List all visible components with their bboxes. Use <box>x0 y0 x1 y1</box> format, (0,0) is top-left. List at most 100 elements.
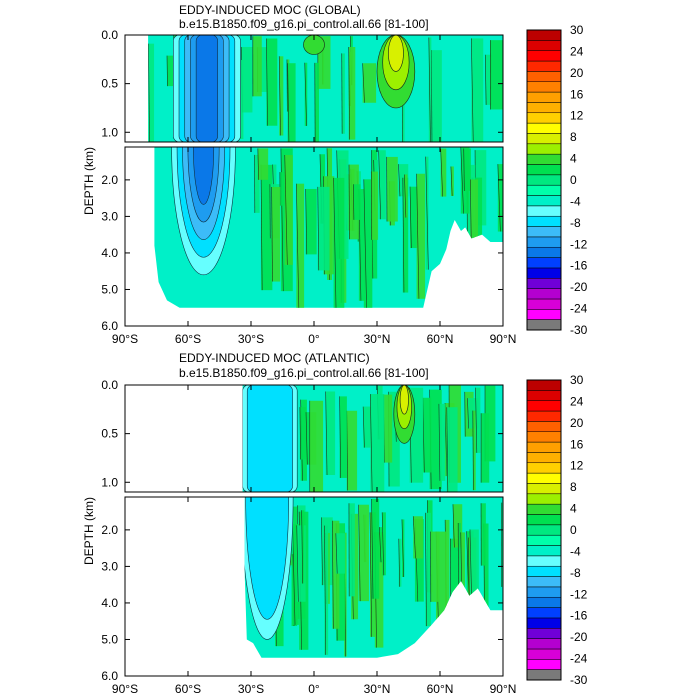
colorbar-label: -8 <box>570 566 581 580</box>
field-streak <box>257 148 269 180</box>
field-streak <box>341 53 345 134</box>
field-streak <box>483 523 489 608</box>
colorbar-swatch <box>526 524 562 536</box>
contour-line <box>260 164 263 291</box>
field-streak <box>332 520 340 629</box>
colorbar-label: 12 <box>570 459 584 473</box>
contour-line <box>398 164 401 197</box>
field-streak <box>460 532 466 629</box>
field-streak <box>346 410 358 491</box>
colorbar-swatch <box>526 50 562 62</box>
field-streak <box>324 525 329 655</box>
contour-line <box>475 387 478 453</box>
field-streak <box>309 400 324 492</box>
colorbar-swatch <box>526 298 562 310</box>
positive-cell-level <box>399 385 409 415</box>
contour-line <box>348 46 350 140</box>
field-streak <box>445 519 450 628</box>
y-tick-label: 3.0 <box>101 559 118 573</box>
negative-cell-level <box>195 35 218 142</box>
colorbar-swatch <box>526 112 562 124</box>
colorbar-label: -16 <box>570 609 588 623</box>
contour-line <box>305 412 308 465</box>
contour-line <box>335 533 338 574</box>
colorbar-swatch <box>526 309 562 320</box>
colorbar-swatch <box>526 586 562 598</box>
contour-line <box>467 398 469 429</box>
colorbar-swatch <box>526 319 562 331</box>
y-axis-label-atlantic: DEPTH (km) <box>82 497 96 565</box>
colorbar-label: 30 <box>570 373 584 387</box>
y-tick-label: 0.0 <box>101 28 118 42</box>
x-tick-label: 60°S <box>175 332 201 346</box>
colorbar-swatch <box>526 607 562 619</box>
contour-line <box>333 177 337 308</box>
contour-line <box>148 43 150 142</box>
contour-line <box>301 510 304 584</box>
contour-line <box>428 37 431 142</box>
field-streak <box>450 538 458 604</box>
colorbar-label: 4 <box>570 502 577 516</box>
x-tick-label: 60°N <box>427 682 454 696</box>
y-tick-label: 6.0 <box>101 669 118 683</box>
field-streak <box>398 538 402 587</box>
contour-line <box>257 148 259 180</box>
positive-cell-level <box>303 35 325 55</box>
colorbar-label: -24 <box>570 302 588 316</box>
field-streak <box>470 179 478 286</box>
y-tick-label: 5.0 <box>101 282 118 296</box>
colorbar-label: 8 <box>570 480 577 494</box>
colorbar-label: 12 <box>570 109 584 123</box>
colorbar-swatch <box>526 493 562 505</box>
panel-global: EDDY-INDUCED MOC (GLOBAL) b.e15.B1850.f0… <box>82 3 516 346</box>
field-streak <box>252 36 262 97</box>
colorbar-swatch <box>526 174 562 186</box>
colorbar-frame <box>526 29 562 331</box>
colorbar-swatch <box>526 40 562 51</box>
contour-line <box>305 188 308 255</box>
field-streak <box>450 166 454 196</box>
colorbar-label: -30 <box>570 673 588 687</box>
contour-line <box>296 525 299 602</box>
contour-line <box>463 148 465 191</box>
field-streak <box>266 38 278 126</box>
colorbar-label: 16 <box>570 437 584 451</box>
field-streak <box>363 406 372 448</box>
contour-line <box>321 517 323 586</box>
colorbar-swatch <box>526 122 562 134</box>
field-streak <box>370 394 385 492</box>
negative-cell-level <box>245 497 289 620</box>
field-streak <box>284 155 293 265</box>
colorbar-swatch <box>526 421 562 432</box>
colorbar-swatch <box>526 91 562 103</box>
contour-line <box>398 538 400 587</box>
colorbar-label: 4 <box>570 152 577 166</box>
contour-line <box>452 504 455 548</box>
x-tick-label: 60°S <box>175 682 201 696</box>
field-streak <box>469 529 479 641</box>
colorbar-label: -12 <box>570 587 588 601</box>
colorbar-frame <box>526 379 562 681</box>
field-streak <box>304 62 308 126</box>
x-tick-label: 90°S <box>112 682 138 696</box>
colorbar-swatch <box>526 431 562 443</box>
field-streak <box>358 189 365 301</box>
field-streak <box>305 188 317 255</box>
contour-line <box>378 150 381 220</box>
colorbar-swatch <box>526 514 562 526</box>
field-streak <box>363 179 373 308</box>
field-streak <box>379 527 383 563</box>
title-global: EDDY-INDUCED MOC (GLOBAL) <box>179 3 361 17</box>
field-streak <box>497 164 503 232</box>
colorbar-swatch <box>526 648 562 660</box>
colorbar-swatch <box>526 81 562 93</box>
y-tick-label: 6.0 <box>101 319 118 333</box>
field-streak <box>254 154 260 213</box>
axis-ticks-global: 90°S 60°S 30°S 0° 30°N 60°N 90°N 0.0 0.5 1.0 2.0 3.… <box>101 28 516 346</box>
colorbar-swatch <box>526 555 562 567</box>
colorbar-swatch <box>526 659 562 670</box>
field-streak <box>485 54 493 105</box>
field-streak <box>438 403 446 481</box>
subtitle-atlantic: b.e15.B1850.f09_g16.pi_control.all.66 [8… <box>179 366 429 380</box>
